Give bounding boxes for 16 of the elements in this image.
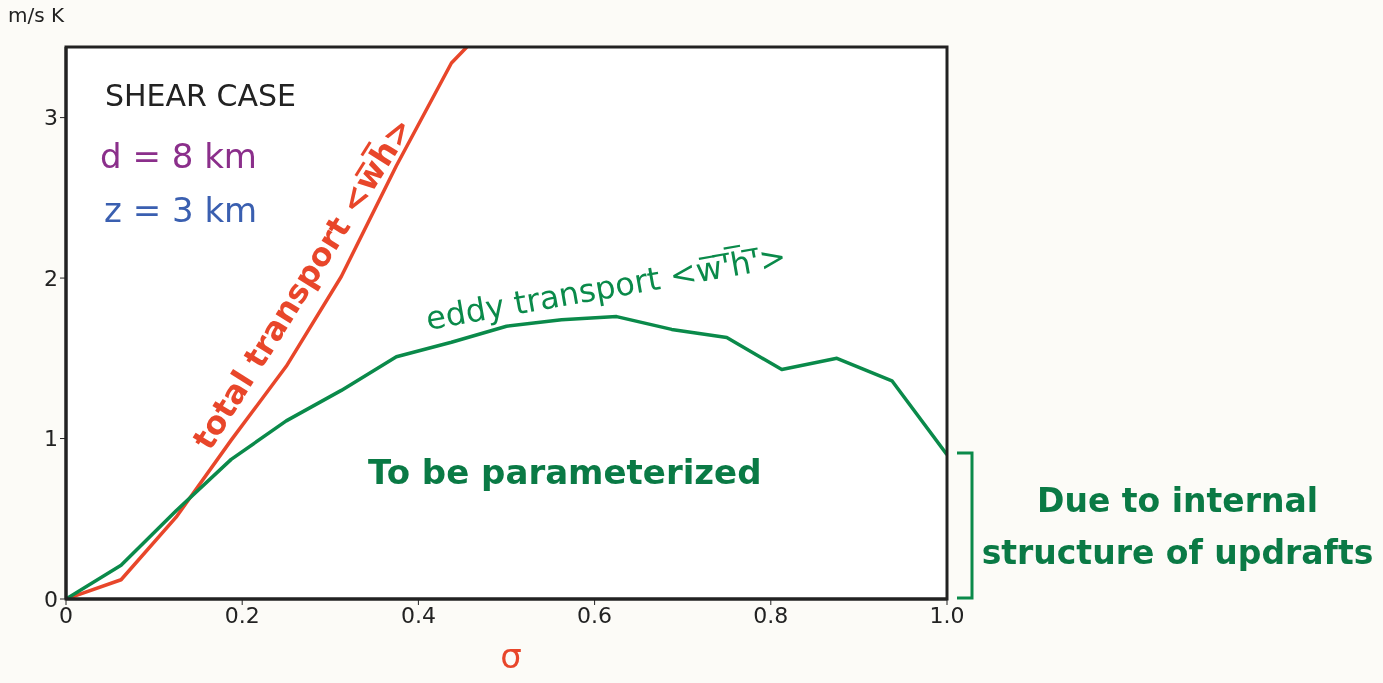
y-tick-label: 2: [44, 265, 58, 291]
annotation: d = 8 km: [100, 136, 257, 176]
x-tick-label: 1.0: [929, 602, 965, 628]
x-axis-title: σ: [500, 636, 522, 676]
text: Due to internal structure of updrafts: [980, 480, 1375, 574]
annotation: SHEAR CASE: [105, 78, 296, 113]
y-axis-title: m/s K: [8, 3, 65, 27]
x-tick-label: 0.4: [400, 602, 436, 628]
y-tick-label: 1: [44, 426, 58, 452]
text: eddy transport <w̅'̅h̅'̅>: [422, 236, 789, 338]
annotation: To be parameterized: [368, 452, 762, 492]
x-tick-label: 0.2: [224, 602, 260, 628]
x-tick-label: 0.8: [753, 602, 789, 628]
y-tick-label: 0: [44, 586, 58, 612]
y-tick-label: 3: [44, 105, 58, 131]
x-tick-label: 0.6: [577, 602, 613, 628]
